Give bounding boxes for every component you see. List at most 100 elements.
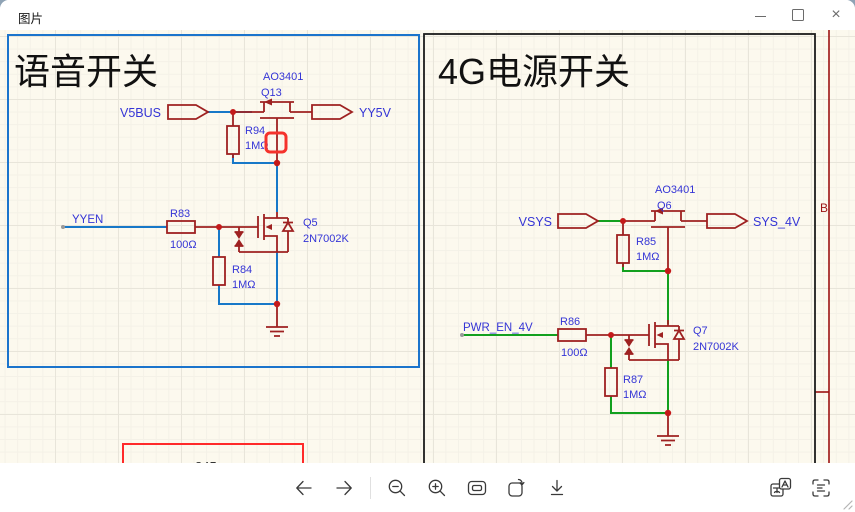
voice-switch-title: 语音开关 xyxy=(14,51,158,92)
save-button[interactable] xyxy=(542,473,572,503)
port-v5bus-label: V5BUS xyxy=(120,106,161,120)
zoom-out-icon xyxy=(388,479,406,497)
r84-ref-label: R84 xyxy=(232,264,252,276)
close-icon: × xyxy=(831,6,841,23)
transistor-q13-pmos xyxy=(233,98,312,163)
schematic-image: B 语音开关 V5BUS YY5V xyxy=(7,30,830,463)
title-bar: 图片 × xyxy=(0,0,855,30)
tvs-diode-q5 xyxy=(234,227,244,252)
rotate-icon xyxy=(508,478,525,497)
wire-r84-bottom xyxy=(218,285,277,305)
port-v5bus xyxy=(167,104,210,120)
close-button[interactable]: × xyxy=(817,0,855,30)
tvs-diode-q7 xyxy=(624,335,634,360)
resistor-r86 xyxy=(557,328,587,342)
q13-part-label: AO3401 xyxy=(263,71,303,83)
junction-dot xyxy=(273,300,281,308)
r85-ref-label: R85 xyxy=(636,236,656,248)
r94-ref-label: R94 xyxy=(245,125,265,137)
r87-ref-label: R87 xyxy=(623,374,643,386)
fit-to-window-button[interactable] xyxy=(462,473,492,503)
r94-val-label: 1MΩ xyxy=(245,140,269,152)
resistor-r84 xyxy=(212,256,226,286)
transistor-q6-pmos xyxy=(623,207,707,271)
q6-part-label: AO3401 xyxy=(655,184,695,196)
power-switch-border xyxy=(423,33,816,463)
q7-ref-label: Q7 xyxy=(693,325,708,337)
net-yyen-label: YYEN xyxy=(72,214,103,226)
transistor-q5-nmos xyxy=(239,212,295,253)
junction-dot xyxy=(664,409,672,417)
viewer-toolbar xyxy=(0,463,855,512)
resistor-r94 xyxy=(226,125,240,155)
r83-val-label: 100Ω xyxy=(170,239,197,251)
forward-button[interactable] xyxy=(329,473,359,503)
resistor-r83 xyxy=(166,220,196,234)
r85-val-label: 1MΩ xyxy=(636,251,660,263)
q13-ref-label: Q13 xyxy=(261,87,282,99)
port-vsys xyxy=(557,213,600,229)
ground-symbol-left xyxy=(266,304,288,337)
zoom-out-button[interactable] xyxy=(382,473,412,503)
minimize-button[interactable] xyxy=(741,0,779,30)
junction-dot xyxy=(620,218,626,224)
toolbar-right-group xyxy=(761,473,841,503)
port-sys4v xyxy=(706,213,749,229)
q7-part-label: 2N7002K xyxy=(693,341,740,353)
junction-dot xyxy=(230,109,236,115)
port-sys4v-label: SYS_4V xyxy=(753,215,801,229)
selection-highlight-box xyxy=(264,131,288,154)
wire-r85-bottom xyxy=(622,263,668,272)
toolbar-divider xyxy=(370,477,371,499)
port-yy5v-label: YY5V xyxy=(359,106,392,120)
window-title: 图片 xyxy=(18,12,44,26)
wire-r94-bottom xyxy=(232,154,277,164)
q5-part-label: 2N7002K xyxy=(303,233,350,245)
wire-r87-bottom xyxy=(610,396,668,414)
ocr-text-icon xyxy=(812,479,830,497)
zoom-in-icon xyxy=(428,479,446,497)
translate-button[interactable] xyxy=(766,473,796,503)
q5-ref-label: Q5 xyxy=(303,217,318,229)
port-yy5v xyxy=(311,104,354,120)
power-switch-4g-block: 4G电源开关 VSYS SYS_4V xyxy=(423,33,816,463)
power-switch-title: 4G电源开关 xyxy=(438,51,630,92)
ocr-text-button[interactable] xyxy=(806,473,836,503)
yyen-endpoint-dot xyxy=(61,225,65,229)
window-controls: × xyxy=(741,0,855,30)
maximize-icon xyxy=(792,9,804,21)
r84-val-label: 1MΩ xyxy=(232,279,256,291)
zoom-in-button[interactable] xyxy=(422,473,452,503)
voice-switch-border xyxy=(7,34,420,368)
minimize-icon xyxy=(754,15,766,17)
resize-grip[interactable] xyxy=(841,498,853,510)
r83-ref-label: R83 xyxy=(170,208,190,220)
r87-val-label: 1MΩ xyxy=(623,389,647,401)
back-icon xyxy=(296,480,312,496)
translate-icon xyxy=(770,477,792,497)
junction-dot xyxy=(216,224,222,230)
r86-ref-label: R86 xyxy=(560,316,580,328)
r86-val-label: 100Ω xyxy=(561,347,588,359)
toolbar-center-group xyxy=(284,473,577,503)
maximize-button[interactable] xyxy=(779,0,817,30)
pwren-endpoint-dot xyxy=(460,333,464,337)
resistor-r85 xyxy=(616,234,630,264)
forward-icon xyxy=(336,480,352,496)
image-viewport[interactable]: B 语音开关 V5BUS YY5V xyxy=(0,30,855,463)
fit-to-window-icon xyxy=(467,480,487,496)
junction-dot xyxy=(273,159,281,167)
q6-ref-label: Q6 xyxy=(657,200,672,212)
rotate-button[interactable] xyxy=(502,473,532,503)
voice-switch-block: 语音开关 V5BUS YY5V xyxy=(7,34,420,368)
port-vsys-label: VSYS xyxy=(519,215,552,229)
back-button[interactable] xyxy=(289,473,319,503)
clipped-red-box xyxy=(122,443,304,463)
net-pwren-label: PWR_EN_4V xyxy=(463,322,533,334)
resistor-r87 xyxy=(604,367,618,397)
junction-dot xyxy=(664,267,672,275)
save-icon xyxy=(550,479,564,496)
transistor-q7-nmos xyxy=(629,320,686,361)
clipped-text: 845 xyxy=(195,459,217,463)
